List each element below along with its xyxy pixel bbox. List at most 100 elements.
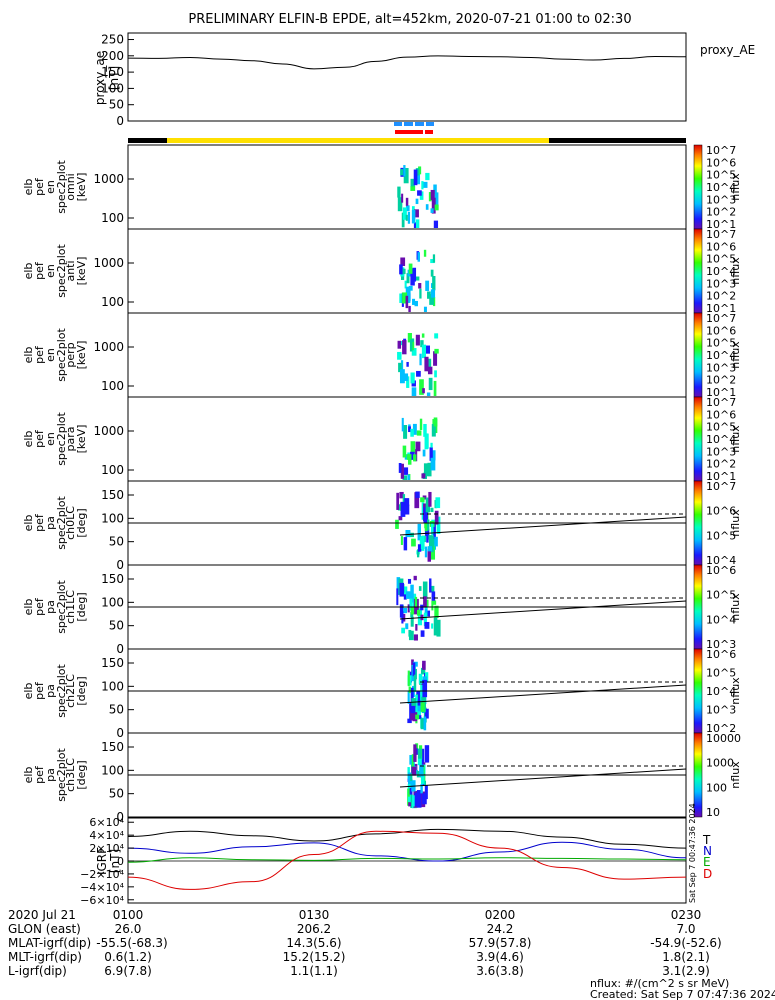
data-cell — [434, 192, 439, 207]
data-cell — [423, 306, 427, 312]
data-cell — [407, 788, 410, 797]
igrf-tick-label: 0 — [117, 855, 124, 868]
data-cell — [422, 679, 428, 698]
data-cell — [399, 264, 403, 275]
data-cell — [408, 630, 414, 641]
data-cell — [415, 623, 418, 631]
data-cell — [405, 529, 411, 538]
data-cell — [421, 502, 425, 520]
colorbar-tick: 10^7 — [706, 480, 736, 493]
proxy-ae-ylabel-2: [nT] — [107, 66, 121, 90]
data-cell — [433, 617, 438, 636]
data-cell — [399, 604, 404, 618]
data-cell — [402, 268, 406, 275]
data-cell — [425, 599, 429, 607]
data-cell — [423, 612, 427, 627]
data-cell — [399, 582, 405, 597]
data-cell — [431, 424, 436, 437]
data-cell — [419, 764, 424, 777]
data-cell — [410, 269, 415, 286]
data-cell — [417, 252, 421, 262]
data-cell — [414, 596, 418, 607]
data-cell — [402, 445, 407, 458]
row-val-0: 6.9(7.8) — [104, 964, 152, 978]
colorbar-label: nflux — [729, 425, 742, 453]
data-cell — [396, 588, 399, 606]
data-cell — [416, 690, 421, 706]
data-cell — [413, 674, 417, 692]
data-cell — [415, 198, 419, 205]
panel-tick-label: 150 — [101, 488, 124, 502]
panel-ylabel: pef — [33, 765, 46, 784]
data-cell — [408, 285, 413, 291]
panel-ylabel: ch1LC — [64, 590, 77, 624]
colorbar-tick: 10^6 — [706, 156, 736, 169]
data-cell — [407, 670, 410, 687]
igrf-series-E — [127, 857, 687, 863]
data-cell — [408, 305, 411, 312]
data-cell — [424, 526, 428, 532]
data-cell — [412, 661, 418, 667]
data-cell — [419, 379, 424, 395]
data-cell — [402, 586, 408, 595]
data-cell — [423, 716, 427, 731]
data-cell — [434, 348, 439, 354]
panel-ylabel: elb — [22, 515, 35, 532]
proxy-ae-line — [127, 55, 687, 70]
data-cell — [400, 360, 404, 374]
data-cell — [403, 467, 409, 475]
data-cell — [416, 549, 420, 558]
panel-ylabel: perp — [64, 342, 77, 367]
panel-tick-label: 100 — [101, 211, 124, 225]
colorbar — [693, 312, 703, 398]
data-cell — [419, 418, 423, 430]
data-cell — [415, 491, 420, 498]
data-cell — [433, 417, 438, 427]
data-cell — [403, 607, 408, 614]
data-cell — [401, 212, 405, 228]
data-cell — [418, 283, 422, 289]
data-cell — [422, 449, 426, 457]
panel-ylabel: pa — [44, 768, 57, 782]
data-cell — [400, 273, 405, 280]
data-cell — [430, 189, 435, 200]
blue-marker-2 — [404, 122, 413, 126]
data-cell — [418, 166, 422, 175]
row-val-3: 7.0 — [676, 922, 695, 936]
data-cell — [433, 351, 438, 366]
data-cell — [420, 702, 425, 712]
panel-tick-label: 1000 — [93, 256, 124, 270]
data-cell — [421, 181, 424, 190]
data-cell — [431, 591, 436, 601]
data-cell — [400, 257, 406, 267]
colorbar-tick: 10^2 — [706, 458, 736, 471]
data-cell — [434, 370, 437, 378]
colorbar-tick: 10^3 — [706, 277, 736, 290]
panel-ylabel: spec2plot — [55, 496, 68, 550]
data-cell — [429, 447, 433, 461]
data-cell — [410, 773, 413, 781]
data-cell — [405, 295, 409, 309]
colorbar — [693, 564, 703, 650]
data-cell — [416, 708, 421, 716]
panel-tick-label: 1000 — [93, 172, 124, 186]
panel-tick-label: 100 — [101, 595, 124, 609]
data-cell — [412, 795, 415, 807]
data-cell — [397, 197, 403, 212]
bottom-row-4: L-igrf(dip) 6.9(7.8) 1.1(1.1) 3.6(3.8) 3… — [8, 964, 710, 978]
data-cell — [430, 208, 434, 213]
data-cell — [407, 604, 410, 613]
data-cell — [414, 792, 418, 807]
data-cell — [424, 546, 428, 558]
data-cell — [416, 370, 421, 377]
row-val-1: 0130 — [299, 908, 330, 922]
data-cell — [417, 544, 422, 552]
colorbar-tick: 10^5 — [706, 667, 736, 680]
data-cell — [413, 634, 418, 641]
colorbar-label: nflux — [729, 677, 742, 705]
data-cell — [400, 536, 403, 545]
